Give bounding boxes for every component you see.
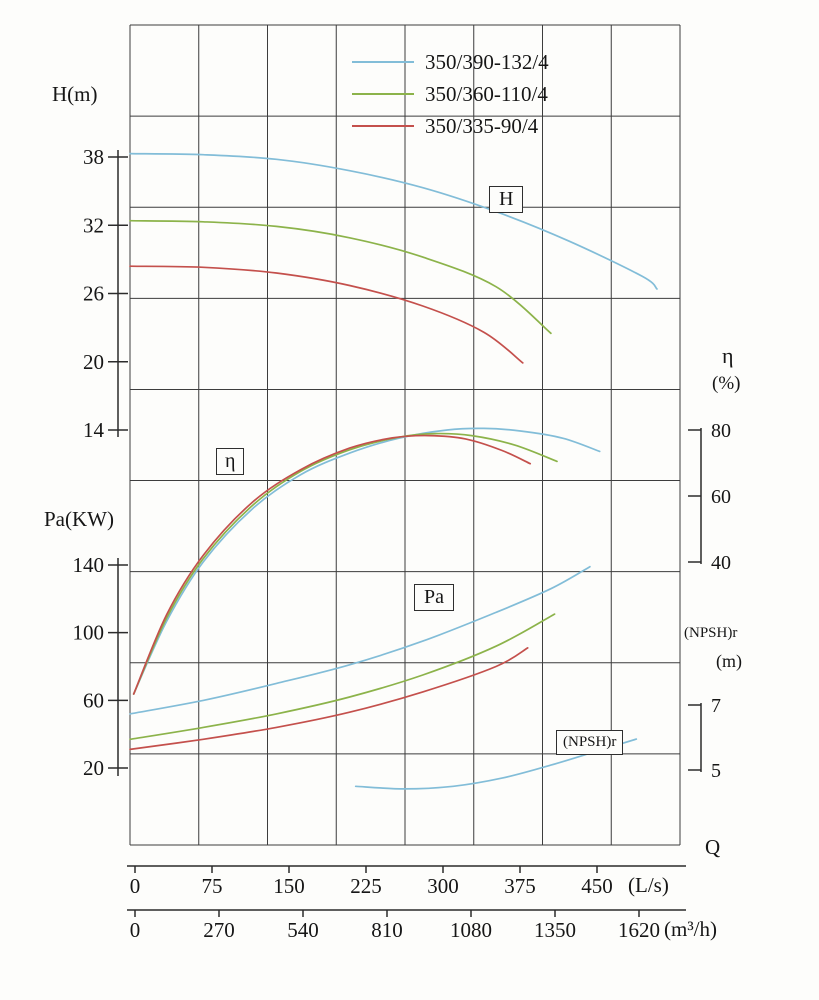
curve-label-power: Pa <box>414 584 454 611</box>
q-m3h-tick-label: 270 <box>203 918 235 942</box>
curve-label-head: H <box>489 186 524 213</box>
pa-tick-label: 100 <box>73 621 105 645</box>
curve-label-npsh: (NPSH)r <box>556 730 624 756</box>
eta-tick-label: 60 <box>711 486 731 508</box>
h-tick-label: 26 <box>83 282 104 306</box>
q-ls-tick-label: 300 <box>427 874 459 898</box>
pa-tick-label: 60 <box>83 688 104 712</box>
q-m3h-tick-label: 0 <box>130 918 141 942</box>
npsh-axis-title: (NPSH)r <box>684 625 738 641</box>
q-m3h-tick-label: 810 <box>371 918 403 942</box>
curve-eta-350-335-90-4 <box>132 434 532 695</box>
curve-Pa-350-390-132-4 <box>129 565 591 715</box>
q-ls-tick-label: 225 <box>350 874 382 898</box>
curve-H-350-360-110-4 <box>129 219 552 335</box>
q-axis-unit-m3h: (m³/h) <box>664 917 717 941</box>
q-ls-tick-label: 150 <box>273 874 305 898</box>
curve-H-350-335-90-4 <box>129 265 524 364</box>
eta-axis-unit: (%) <box>712 373 741 394</box>
q-ls-tick-label: 0 <box>130 874 141 898</box>
curve-label-efficiency: η <box>216 448 245 475</box>
pa-axis-title: Pa(KW) <box>44 507 114 531</box>
h-tick-label: 38 <box>83 145 104 169</box>
q-axis-title: Q <box>705 835 721 859</box>
pa-tick-label: 140 <box>73 553 105 577</box>
curve-eta-350-360-110-4 <box>132 432 558 695</box>
curve-Pa-350-335-90-4 <box>129 647 529 751</box>
h-tick-label: 20 <box>83 350 104 374</box>
eta-axis-title: η <box>722 343 734 368</box>
legend: 350/390-132/4 350/360-110/4 350/335-90/4 <box>352 46 549 142</box>
curve-Pa-350-360-110-4 <box>129 613 556 741</box>
npsh-tick-label: 7 <box>711 695 721 717</box>
pa-tick-label: 20 <box>83 756 104 780</box>
q-m3h-tick-label: 1080 <box>450 918 492 942</box>
legend-item: 350/335-90/4 <box>352 110 549 142</box>
q-axis-unit-ls: (L/s) <box>628 873 669 897</box>
q-ls-tick-label: 375 <box>504 874 536 898</box>
q-m3h-tick-label: 1350 <box>534 918 576 942</box>
legend-label: 350/390-132/4 <box>425 49 549 74</box>
legend-line-blue <box>352 61 414 63</box>
legend-item: 350/360-110/4 <box>352 78 549 110</box>
h-tick-label: 32 <box>83 213 104 237</box>
q-ls-tick-label: 75 <box>202 874 223 898</box>
eta-tick-label: 40 <box>711 552 731 574</box>
legend-line-red <box>352 125 414 127</box>
legend-line-green <box>352 93 414 95</box>
npsh-tick-label: 5 <box>711 760 721 782</box>
h-tick-label: 14 <box>83 418 105 442</box>
curve-eta-350-390-132-4 <box>132 427 601 695</box>
eta-tick-label: 80 <box>711 420 731 442</box>
h-axis-title: H(m) <box>52 82 98 106</box>
q-m3h-tick-label: 1620 <box>618 918 660 942</box>
legend-label: 350/335-90/4 <box>425 113 539 138</box>
q-m3h-tick-label: 540 <box>287 918 319 942</box>
legend-item: 350/390-132/4 <box>352 46 549 78</box>
q-ls-tick-label: 450 <box>581 874 613 898</box>
legend-label: 350/360-110/4 <box>425 81 548 106</box>
curve-H-350-390-132-4 <box>129 152 658 290</box>
npsh-axis-unit: (m) <box>716 651 742 671</box>
